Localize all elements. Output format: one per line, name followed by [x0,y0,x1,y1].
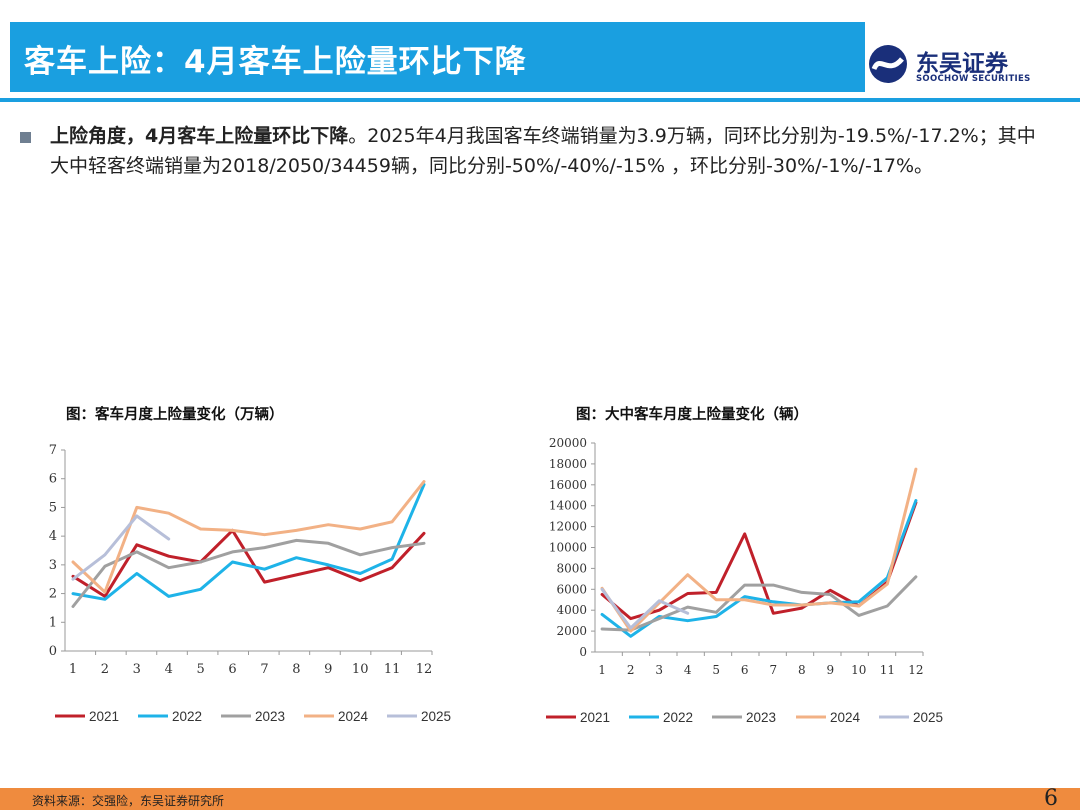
x-tick-label: 6 [228,662,236,677]
x-tick-label: 12 [908,663,923,677]
x-tick-label: 5 [712,663,720,677]
page-number: 6 [1044,786,1058,811]
legend-label-2024: 2024 [338,709,369,724]
series-line-2022 [600,499,918,638]
chart1-title: 图：客车月度上险量变化（万辆） [66,407,284,423]
series-line-2025 [600,587,690,630]
y-tick-label: 6 [49,472,57,487]
x-tick-label: 4 [165,662,173,677]
legend-label-2023: 2023 [746,710,776,725]
legend-label-2023: 2023 [255,709,285,724]
header-divider [0,98,1080,102]
x-tick-label: 9 [324,662,332,677]
x-tick-label: 8 [798,663,806,677]
footer-bar: 资料来源：交强险，东吴证券研究所 6 [0,786,1080,811]
y-tick-label: 8000 [556,561,587,575]
page-title: 客车上险：4月客车上险量环比下降 [24,44,527,80]
y-tick-label: 0 [49,644,57,659]
legend-label-2025: 2025 [421,709,451,724]
company-logo: 东吴证券 SOOCHOW SECURITIES [866,40,1066,90]
x-tick-label: 3 [655,663,663,677]
legend-label-2022: 2022 [172,709,202,724]
y-tick-label: 4 [49,529,57,544]
x-tick-label: 10 [352,662,369,677]
logo-chinese-name: 东吴证券 [916,51,1008,77]
bullet-square-icon [20,132,31,143]
chart2-svg: 0 2000 4000 6000 8000 10000 12000 14000 16000 180… [546,436,943,725]
x-tick-label: 1 [69,662,77,677]
y-tick-label: 6000 [556,582,587,596]
y-tick-label: 2000 [556,624,587,638]
y-tick-label: 2 [49,587,57,602]
x-tick-label: 12 [416,662,433,677]
x-tick-label: 6 [741,663,749,677]
series-line-2025 [71,514,171,581]
y-tick-label: 4000 [556,603,587,617]
x-tick-label: 11 [880,663,895,677]
soochow-logo-icon [869,45,907,83]
x-tick-label: 2 [101,662,109,677]
y-tick-label: 1 [49,615,57,630]
y-tick-label: 14000 [549,499,587,513]
x-tick-label: 9 [826,663,834,677]
series-line-2024 [600,467,918,633]
chart2-title: 图：大中客车月度上险量变化（辆） [576,407,808,423]
x-tick-label: 5 [196,662,204,677]
x-tick-label: 7 [260,662,268,677]
summary-text: 。2025年4月我国客车终端销量为3.9万辆，同环比分别为-19.5%/-17.… [50,125,1036,177]
y-tick-label: 20000 [549,436,587,450]
x-tick-label: 2 [627,663,635,677]
legend-label-2021: 2021 [580,710,610,725]
y-tick-label: 0 [579,645,587,659]
y-tick-label: 10000 [549,541,587,555]
series-line-2023 [600,575,918,632]
legend-label-2022: 2022 [663,710,693,725]
x-tick-label: 11 [384,662,401,677]
y-tick-label: 16000 [549,478,587,492]
x-tick-label: 1 [598,663,606,677]
summary-paragraph: 上险角度，4月客车上险量环比下降。2025年4月我国客车终端销量为3.9万辆，同… [50,121,1040,181]
series-line-2023 [71,538,426,608]
logo-english-name: SOOCHOW SECURITIES [916,74,1031,84]
legend-label-2025: 2025 [913,710,943,725]
y-tick-label: 3 [49,558,57,573]
legend-label-2024: 2024 [830,710,861,725]
x-tick-label: 8 [292,662,300,677]
title-bar: 客车上险：4月客车上险量环比下降 [10,22,865,92]
source-note: 资料来源：交强险，东吴证券研究所 [32,794,225,808]
series-line-2022 [71,483,426,601]
x-tick-label: 3 [133,662,141,677]
legend-label-2021: 2021 [89,709,119,724]
x-tick-label: 4 [684,663,692,677]
x-tick-label: 10 [851,663,866,677]
x-tick-label: 7 [769,663,777,677]
summary-lead: 上险角度，4月客车上险量环比下降 [50,125,349,147]
y-tick-label: 18000 [549,457,587,471]
y-tick-label: 12000 [549,520,587,534]
y-tick-label: 7 [49,443,57,458]
y-tick-label: 5 [49,500,57,515]
